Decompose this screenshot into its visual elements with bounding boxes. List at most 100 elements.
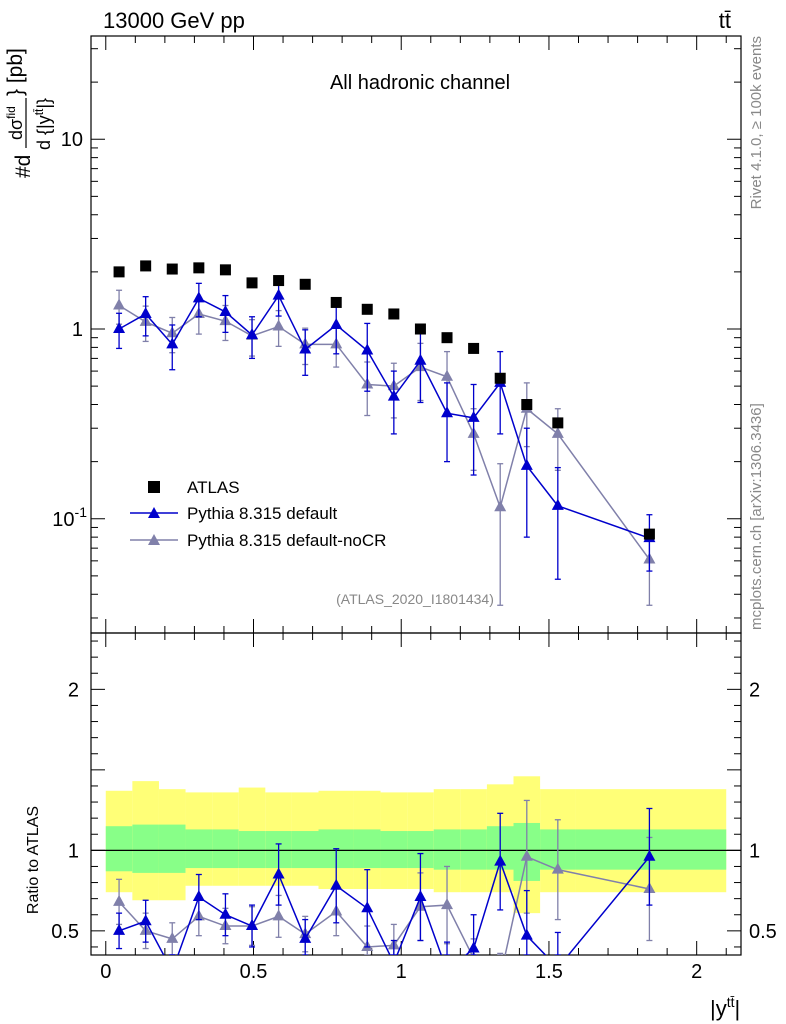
ratio-point-triangle	[113, 894, 126, 906]
chart-title: All hadronic channel	[330, 72, 510, 94]
main-y-tick-label: 10	[61, 129, 83, 151]
data-point-atlas	[494, 372, 506, 384]
data-point-triangle	[494, 500, 507, 512]
y-label-denominator: d {|ytt̄|}	[32, 98, 54, 150]
ratio-data-layer	[113, 799, 656, 982]
green-band-bin-4	[212, 829, 239, 869]
data-point-triangle	[272, 319, 285, 331]
ratio-point-triangle	[520, 928, 533, 940]
process-label: tt̄	[719, 8, 731, 33]
data-point-triangle	[361, 343, 374, 355]
data-point-triangle	[166, 337, 179, 349]
y-label-hash-d: #d	[12, 155, 35, 178]
data-point-atlas	[193, 262, 205, 274]
green-band-bin-5	[238, 831, 266, 869]
ratio-y-tick-label-right: 1	[749, 840, 760, 862]
green-band-bin-3	[185, 829, 213, 869]
y-label-unit: } [pb]	[4, 48, 27, 96]
data-point-triangle	[414, 353, 427, 365]
main-y-axis-label: #d dσfid d {|ytt̄|} } [pb]	[4, 48, 54, 178]
data-point-triangle	[272, 288, 285, 300]
data-point-triangle	[113, 321, 126, 333]
data-point-triangle	[246, 327, 259, 339]
ratio-point-triangle	[361, 901, 374, 913]
ratio-clipped-group	[113, 799, 656, 982]
main-y-tick-label: 10-1	[52, 504, 87, 531]
y-label-numerator: dσfid	[4, 106, 26, 140]
data-point-atlas	[219, 264, 231, 276]
ratio-point-triangle	[246, 919, 259, 931]
ratio-point-triangle	[113, 923, 126, 935]
green-band-bin-13	[460, 829, 487, 870]
legend-label-default: Pythia 8.315 default	[187, 504, 338, 523]
legend-marker-atlas	[148, 481, 160, 493]
ratio-y-tick-label-right: 0.5	[749, 921, 777, 943]
data-point-triangle	[219, 304, 232, 316]
green-band-bin-10	[380, 831, 408, 869]
ratio-point-triangle	[643, 849, 656, 861]
ratio-point-triangle	[272, 867, 285, 879]
ratio-axes-layer: 0 0.5 1 1.5 2 0.5 0.5 1 1 2 2	[51, 632, 777, 983]
data-point-triangle	[299, 342, 312, 354]
data-point-triangle	[387, 389, 400, 401]
data-point-atlas	[166, 263, 178, 275]
data-point-atlas	[246, 277, 258, 289]
data-point-triangle	[467, 410, 480, 422]
data-point-atlas	[521, 399, 533, 411]
ratio-y-tick-label-right: 2	[749, 679, 760, 701]
data-point-triangle	[551, 498, 564, 510]
data-point-triangle	[441, 369, 454, 381]
mcplots-label: mcplots.cern.ch [arXiv:1306.3436]	[748, 403, 765, 630]
legend-label-nocr: Pythia 8.315 default-noCR	[187, 531, 386, 550]
ratio-frame	[90, 632, 742, 956]
legend-marker-nocr	[148, 534, 160, 545]
x-tick-label: 2	[691, 961, 702, 983]
analysis-tag: (ATLAS_2020_I1801434)	[336, 591, 494, 607]
data-point-atlas	[273, 275, 285, 287]
series-line-pythia-8-315-default	[118, 294, 650, 539]
main-y-tick-label: 1	[72, 319, 83, 341]
data-point-atlas	[441, 332, 453, 344]
main-panel: 10-1 1 10 All hadronic channel (ATLAS_2020…	[4, 35, 742, 634]
ratio-point-triangle	[330, 878, 343, 890]
ratio-series-line	[118, 856, 650, 955]
data-point-atlas	[388, 308, 400, 320]
green-band-bin-12	[433, 829, 461, 870]
green-band-bin-2	[158, 824, 186, 873]
ratio-panel: 0 0.5 1 1.5 2 0.5 0.5 1 1 2 2 Ratio to ATLAS |ytt̄…	[25, 632, 777, 1021]
x-tick-label: 1	[396, 961, 407, 983]
ratio-point-triangle	[441, 964, 453, 975]
ratio-point-triangle	[299, 931, 312, 943]
green-band-bin-0	[105, 826, 133, 872]
x-tick-label: 0.5	[240, 961, 268, 983]
main-data-layer	[113, 260, 656, 606]
data-point-atlas	[643, 528, 655, 540]
ratio-point-triangle	[494, 854, 507, 866]
ratio-point-triangle	[166, 931, 179, 943]
ratio-point-triangle	[551, 862, 564, 874]
data-point-triangle	[330, 317, 343, 329]
legend-marker-default	[148, 507, 160, 518]
legend: ATLAS Pythia 8.315 default Pythia 8.315 …	[130, 478, 386, 550]
x-axis-label: |ytt̄|	[710, 994, 740, 1021]
ratio-point-triangle	[520, 849, 533, 861]
ratio-point-triangle	[467, 941, 480, 953]
ratio-point-triangle	[219, 907, 232, 919]
green-band-bin-17	[575, 829, 727, 870]
data-point-atlas	[299, 278, 311, 290]
ratio-y-tick-label: 2	[68, 679, 79, 701]
data-point-triangle	[441, 406, 454, 418]
data-point-atlas	[414, 323, 426, 335]
green-band-bin-1	[132, 824, 159, 873]
green-band-bin-7	[291, 831, 319, 869]
data-point-atlas	[552, 417, 564, 429]
ratio-point-triangle	[139, 914, 152, 926]
data-point-atlas	[468, 342, 480, 354]
data-point-triangle	[192, 291, 205, 303]
data-point-atlas	[113, 266, 125, 278]
ratio-y-axis-label: Ratio to ATLAS	[25, 806, 42, 914]
ratio-point-triangle	[494, 971, 506, 982]
data-point-triangle	[139, 306, 152, 318]
green-band-bin-9	[353, 829, 381, 869]
